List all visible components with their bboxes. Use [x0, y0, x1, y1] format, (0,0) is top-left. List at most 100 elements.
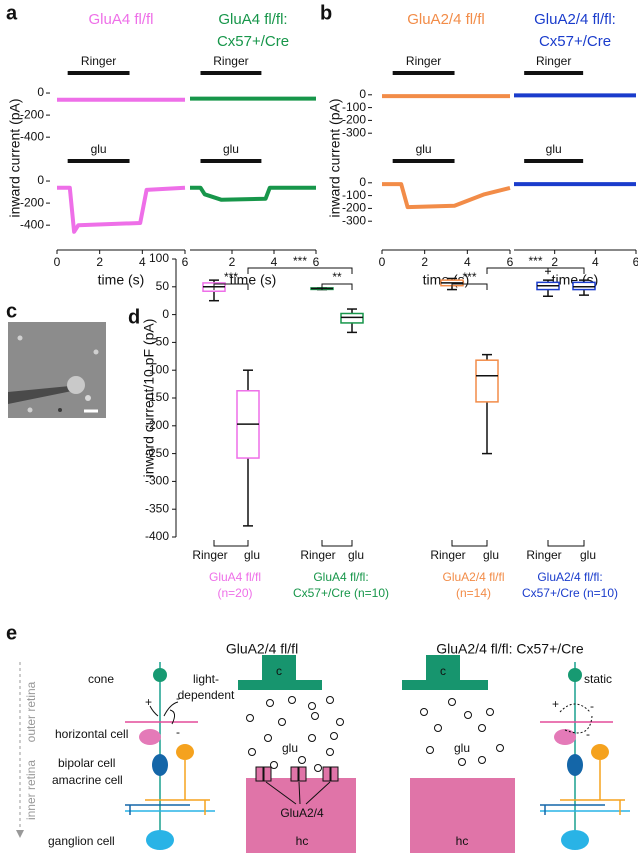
x-tick-label: 2 [229, 255, 236, 269]
category-label: Ringer [526, 548, 561, 562]
x-tick-label: 4 [271, 255, 278, 269]
group-label: (n=20) [217, 586, 252, 600]
sign: - [590, 699, 594, 713]
significance-label: *** [224, 270, 238, 284]
outlier [545, 268, 551, 275]
series-title: GluA2/4 fl/fl: [534, 11, 616, 28]
current-trace [190, 185, 316, 202]
stimulus-label: glu [91, 142, 107, 156]
significance-bracket [451, 283, 488, 290]
diagram: GluA2/4 fl/fl GluA2/4 fl/fl: Cx57+/Cre o… [16, 641, 631, 853]
pointer [298, 781, 301, 805]
group-bracket [451, 540, 488, 547]
sign: - [586, 727, 590, 741]
group-label: GluA2/4 fl/fl [442, 570, 504, 584]
y-tick-label: -300 [145, 474, 169, 488]
y-tick-label: -300 [342, 125, 366, 139]
x-tick-label: 4 [139, 255, 146, 269]
x-tick-label: 6 [633, 255, 638, 269]
mode-label: light- [193, 672, 219, 686]
cell-label: amacrine cell [52, 773, 123, 787]
y-tick-label: -100 [342, 100, 366, 114]
stimulus-label: Ringer [213, 54, 248, 68]
arrow-head [16, 830, 24, 838]
feedback-arrow [564, 715, 593, 734]
series-title: Cx57+/Cre [539, 33, 611, 50]
cone-terminal [238, 680, 322, 690]
receptor [322, 766, 331, 782]
series-title: GluA4 fl/fl [88, 11, 153, 28]
cone-label: c [440, 664, 446, 678]
category-label: glu [580, 548, 596, 562]
stimulus-label: glu [416, 142, 432, 156]
receptor [330, 766, 339, 782]
y-tick-label: 0 [359, 175, 366, 189]
mode-label: static [584, 672, 612, 686]
pipette [8, 386, 72, 404]
group-bracket [321, 540, 353, 547]
particle [17, 335, 23, 341]
panel-label: c [6, 300, 17, 322]
cone-terminal [402, 680, 488, 690]
y-tick-label: -200 [20, 107, 44, 121]
category-label: Ringer [430, 548, 465, 562]
layer-label: inner retina [24, 760, 38, 820]
cell-label: hc [296, 834, 309, 848]
x-tick-label: 6 [313, 255, 320, 269]
x-tick-label: 2 [551, 255, 558, 269]
significance-bracket [321, 283, 353, 290]
feedback-arrow [559, 703, 591, 713]
x-axis-label: time (s) [98, 272, 145, 288]
current-trace [57, 185, 186, 234]
x-tick-label: 6 [507, 255, 514, 269]
significance-label: *** [293, 254, 307, 268]
y-tick-label: -400 [20, 217, 44, 231]
diagram-title: GluA2/4 fl/fl [226, 641, 298, 657]
group-label: Cx57+/Cre (n=10) [293, 586, 389, 600]
box [572, 281, 596, 291]
sign: - [176, 691, 180, 705]
particle [27, 407, 33, 413]
x-tick-label: 2 [421, 255, 428, 269]
transmitter-label: glu [454, 741, 470, 755]
panel-label: e [6, 622, 17, 644]
horizontal-cell [410, 778, 515, 853]
cell-label: cone [88, 672, 114, 686]
x-tick-label: 4 [464, 255, 471, 269]
y-tick-label: -400 [20, 129, 44, 143]
panel-label: b [320, 2, 332, 24]
x-tick-label: 0 [379, 255, 386, 269]
receptor [298, 766, 307, 782]
receptor [263, 766, 272, 782]
current-trace [382, 182, 511, 210]
y-tick-label: -300 [342, 213, 366, 227]
group-bracket [547, 540, 585, 547]
category-label: Ringer [192, 548, 227, 562]
stimulus-label: glu [223, 142, 239, 156]
receptor-label: GluA2/4 [280, 806, 324, 820]
significance-bracket [213, 283, 249, 290]
receptor [290, 766, 299, 782]
sign: + [145, 695, 152, 709]
x-tick-label: 2 [96, 255, 103, 269]
particle [93, 349, 99, 355]
feedback-arrow [169, 709, 176, 725]
y-axis-label: inward current/10 pF (pA) [141, 319, 157, 478]
vesicles [420, 698, 504, 766]
series-title: Cx57+/Cre [217, 33, 289, 50]
cone-label: c [276, 664, 282, 678]
feedback-arrow [149, 705, 159, 717]
cell-label: bipolar cell [58, 756, 115, 770]
cell-label: hc [456, 834, 469, 848]
box [340, 312, 364, 324]
box [475, 359, 499, 403]
category-label: glu [483, 548, 499, 562]
cell [67, 376, 85, 394]
y-tick-label: 0 [162, 307, 169, 321]
group-label: (n=14) [456, 586, 491, 600]
transmitter-label: glu [282, 741, 298, 755]
stimulus-label: Ringer [406, 54, 441, 68]
pointer [305, 781, 331, 805]
